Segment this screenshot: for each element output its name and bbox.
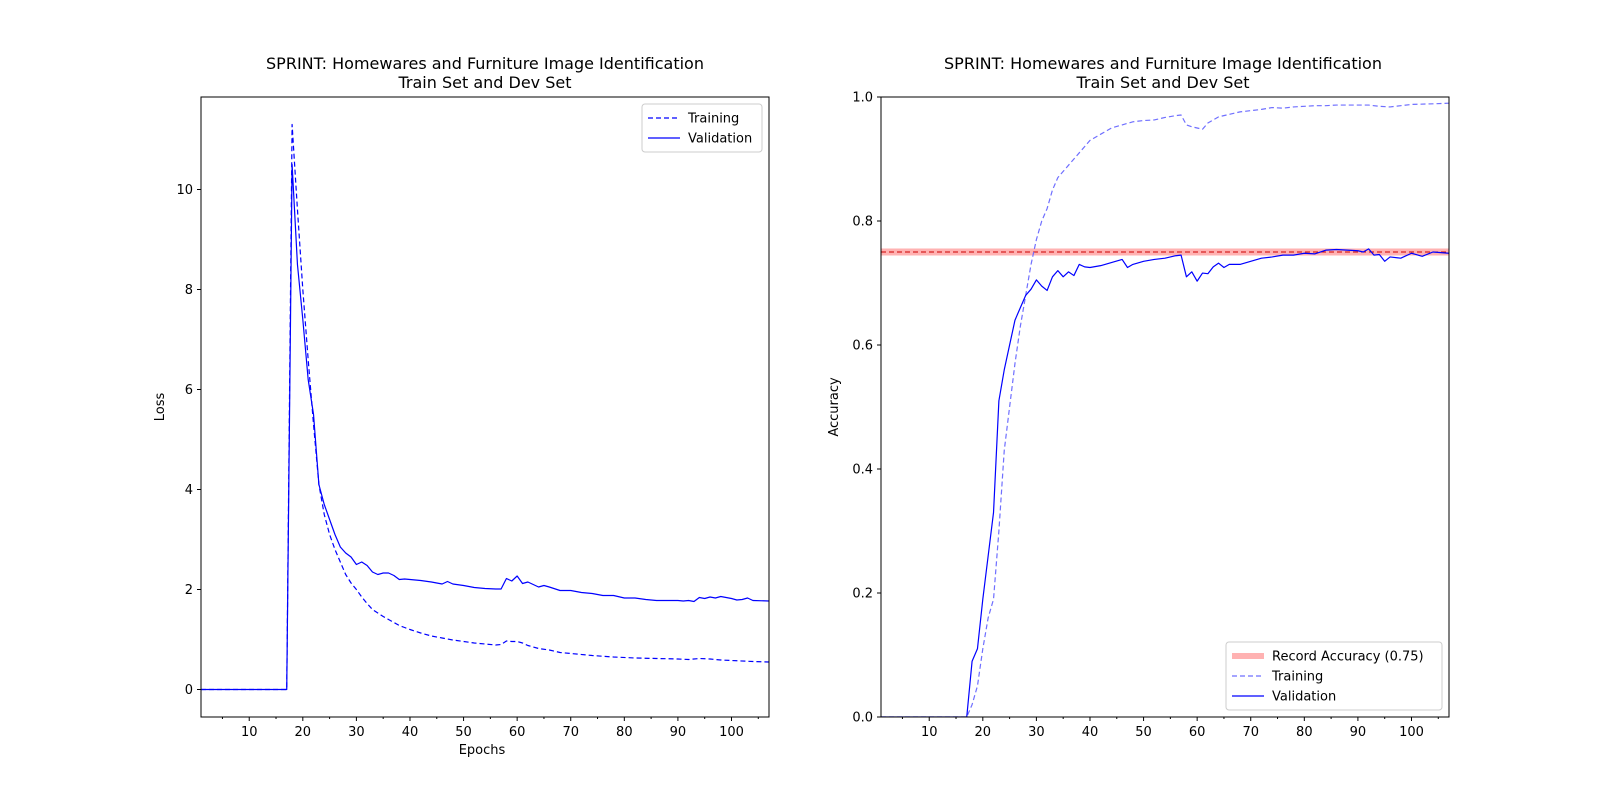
loss-x-tick-label: 20 <box>295 725 312 740</box>
accuracy-x-tick-label: 80 <box>1296 725 1313 740</box>
accuracy-plot: 10 20 30 40 50 60 70 80 90 100 0.0 0.2 0.4 0.6 0.8 1.0 R… <box>852 91 1450 740</box>
accuracy-x-tick-label: 40 <box>1082 725 1099 740</box>
accuracy-x-tick-label: 50 <box>1135 725 1152 740</box>
loss-x-tick-label: 50 <box>455 725 472 740</box>
legend-box <box>1225 641 1443 711</box>
loss-x-tick-label: 80 <box>616 725 633 740</box>
loss-y-tick-label: 6 <box>185 383 193 398</box>
accuracy-x-tick-label: 70 <box>1242 725 1259 740</box>
loss-y-tick-label: 8 <box>185 283 193 298</box>
loss-y-axis-label: Loss <box>153 393 168 422</box>
loss-axes-frame <box>200 96 770 718</box>
loss-series-training <box>201 123 769 691</box>
accuracy-y-tick-label: 0.8 <box>852 215 873 230</box>
accuracy-plot-area <box>881 102 1449 717</box>
loss-y-tick-label: 0 <box>185 683 193 698</box>
accuracy-y-tick-label: 0.6 <box>852 339 873 354</box>
loss-x-tick-label: 30 <box>348 725 365 740</box>
loss-chart-subtitle: Train Set and Dev Set <box>397 73 571 92</box>
accuracy-series-validation <box>881 248 1449 717</box>
legend-label: Record Accuracy (0.75) <box>1272 650 1424 665</box>
loss-x-tick-label: 60 <box>509 725 526 740</box>
loss-series-validation <box>201 163 769 691</box>
loss-y-tick-label: 10 <box>176 183 193 198</box>
accuracy-y-tick-label: 0.0 <box>852 711 873 726</box>
legend-box <box>641 103 763 153</box>
accuracy-series-training <box>881 102 1449 717</box>
accuracy-x-tick-label: 100 <box>1399 725 1424 740</box>
accuracy-y-axis-label: Accuracy <box>827 377 842 437</box>
accuracy-x-tick-label: 60 <box>1189 725 1206 740</box>
loss-y-tick-label: 2 <box>185 583 193 598</box>
accuracy-y-tick-label: 1.0 <box>852 91 873 106</box>
loss-x-tick-label: 70 <box>562 725 579 740</box>
accuracy-x-tick-label: 10 <box>921 725 938 740</box>
loss-x-tick-label: 40 <box>402 725 419 740</box>
loss-chart-title: SPRINT: Homewares and Furniture Image Id… <box>266 54 704 73</box>
legend-label: Validation <box>1272 690 1336 705</box>
accuracy-x-tick-label: 30 <box>1028 725 1045 740</box>
accuracy-y-tick-label: 0.4 <box>852 463 873 478</box>
loss-x-tick-label: 90 <box>670 725 687 740</box>
accuracy-x-tick-label: 20 <box>975 725 992 740</box>
loss-x-axis-label: Epochs <box>459 743 506 758</box>
accuracy-axes-frame <box>880 96 1450 718</box>
accuracy-y-tick-label: 0.2 <box>852 587 873 602</box>
loss-plot: 10 20 30 40 50 60 70 80 90 100 0 2 4 6 8 10 Training Vali… <box>176 96 770 740</box>
loss-x-tick-label: 100 <box>719 725 744 740</box>
legend-label: Training <box>1271 670 1323 685</box>
legend-label: Training <box>687 112 739 127</box>
accuracy-x-tick-label: 90 <box>1350 725 1367 740</box>
accuracy-chart-title: SPRINT: Homewares and Furniture Image Id… <box>944 54 1382 73</box>
legend-label: Validation <box>688 132 752 147</box>
loss-x-tick-label: 10 <box>241 725 258 740</box>
loss-legend: Training Validation <box>641 103 763 153</box>
accuracy-chart-subtitle: Train Set and Dev Set <box>1075 73 1249 92</box>
loss-plot-area <box>201 123 769 691</box>
loss-y-tick-label: 4 <box>185 483 193 498</box>
accuracy-legend: Record Accuracy (0.75) Training Validation <box>1225 641 1443 711</box>
